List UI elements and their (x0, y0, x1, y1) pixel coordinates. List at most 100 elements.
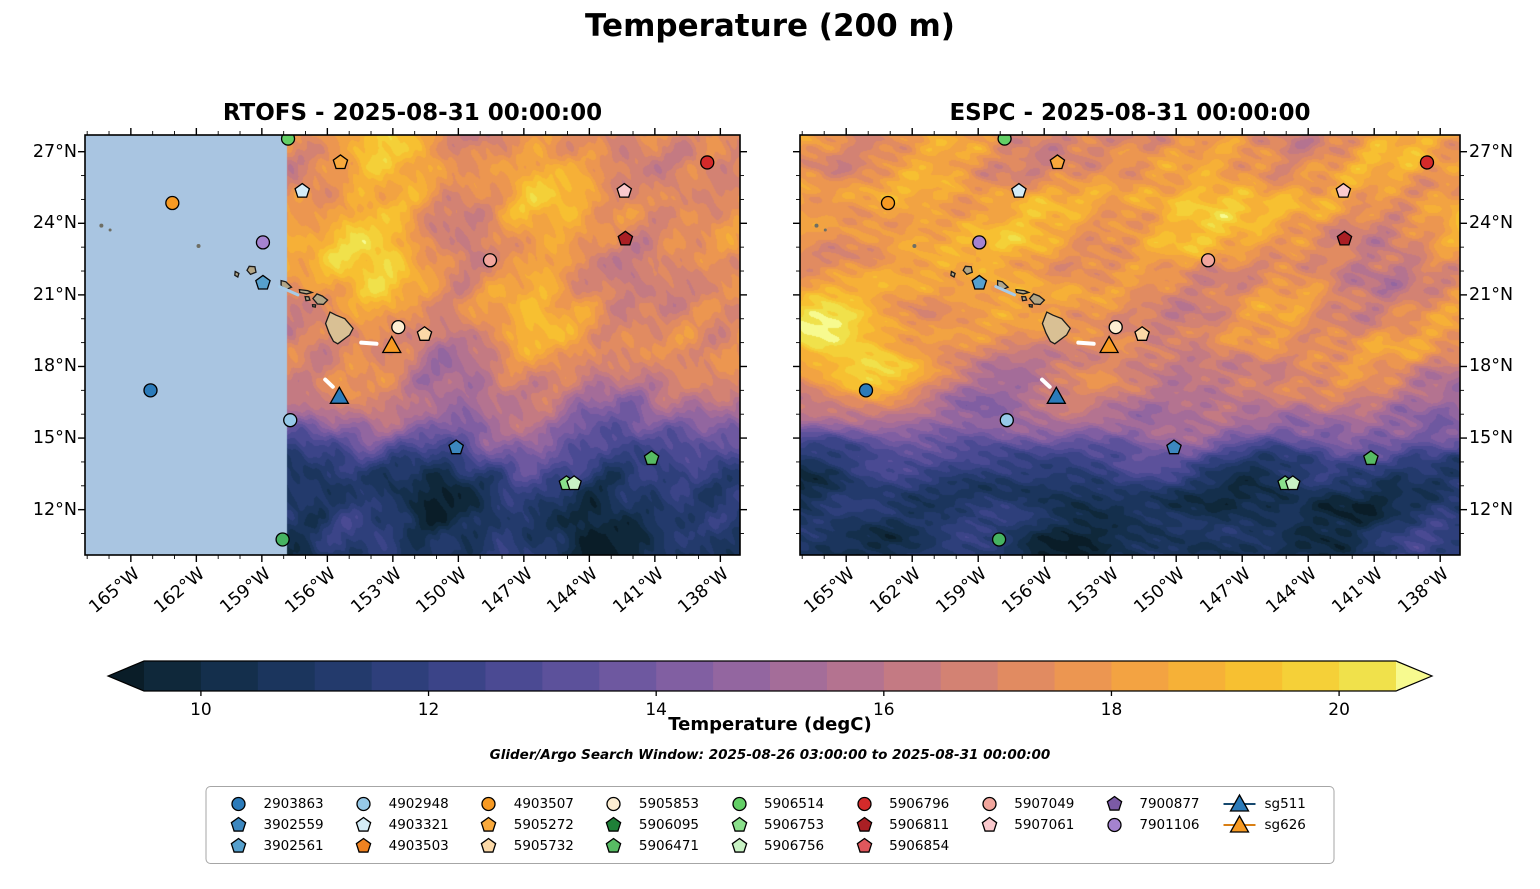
x-tick-label: 153°W (1064, 564, 1124, 618)
legend-entry-5906471: 5906471 (596, 837, 699, 855)
legend-column: 5906796 5906811 5906854 (846, 795, 949, 855)
panel-title-rtofs: RTOFS - 2025-08-31 00:00:00 (222, 100, 603, 126)
pentagon-marker-icon (856, 816, 873, 832)
x-tick-label: 144°W (543, 564, 603, 618)
marker-5906811 (617, 230, 634, 246)
pentagon-marker-icon (856, 837, 873, 853)
y-tick-label: 18°N (32, 356, 77, 377)
legend-label: 5905272 (513, 817, 574, 833)
marker-5907061 (1335, 182, 1352, 198)
legend-label: 7901106 (1139, 817, 1200, 833)
marker-5905732 (416, 325, 433, 341)
legend-label: 5906471 (638, 838, 699, 854)
islet-speck (823, 228, 827, 232)
legend-entry-5906756: 5906756 (721, 837, 824, 855)
axis-ticks (793, 128, 1467, 562)
legend-entry-4903507: 4903507 (471, 795, 574, 813)
circle-marker-icon (856, 796, 872, 812)
islet-speck (814, 223, 819, 228)
colorbar-segment (826, 661, 885, 691)
y-tick-label: 15°N (1469, 428, 1514, 449)
triangle-marker-icon (1223, 793, 1256, 812)
colorbar-tick-label: 14 (645, 700, 667, 720)
legend-entry-5906854: 5906854 (846, 837, 949, 855)
legend-label: 5906514 (764, 796, 825, 812)
marker-4903507 (165, 195, 180, 211)
islet-speck (196, 243, 201, 248)
legend-entry-4903321: 4903321 (346, 816, 449, 834)
colorbar-tick-label: 10 (190, 700, 212, 720)
legend-label: 5907061 (1014, 817, 1075, 833)
pentagon-marker-icon (480, 816, 497, 832)
legend-label: 5906753 (764, 817, 825, 833)
map-overlay-rtofs (78, 128, 747, 562)
colorbar-segment (542, 661, 600, 691)
marker-2903863 (858, 383, 874, 398)
x-tick-label: 138°W (674, 564, 734, 618)
legend-column: 4903507 5905272 5905732 (471, 795, 574, 855)
x-tick-label: 162°W (866, 564, 926, 618)
marker-5906095 (275, 532, 290, 547)
map-overlay-espc (793, 128, 1467, 562)
colorbar-tick-label: 18 (1101, 700, 1123, 720)
marker-sg511 (329, 385, 350, 404)
colorbar-segment (1111, 661, 1170, 691)
glider-tracks (994, 285, 1096, 389)
marker-5907049 (482, 253, 498, 268)
colorbar-segment (314, 661, 373, 691)
island-hawaii-big-island (1041, 311, 1071, 345)
legend-label: 5906756 (764, 838, 825, 854)
legend-entry-5906095: 5906095 (596, 816, 699, 834)
legend-entry-7901106: 7901106 (1096, 816, 1200, 834)
legend-column: 7900877 7901106 (1096, 795, 1200, 855)
legend-entry-5905732: 5905732 (471, 837, 574, 855)
map-panel-rtofs (78, 128, 747, 562)
marker-4903321 (294, 182, 311, 198)
legend-column: sg511 sg626 (1222, 793, 1320, 855)
pentagon-marker-icon (605, 837, 622, 853)
x-tick-label: 159°W (932, 564, 992, 618)
y-tick-label: 21°N (32, 284, 77, 305)
y-tick-label: 18°N (1469, 356, 1514, 377)
y-tick-label: 21°N (1469, 284, 1514, 305)
figure-title: Temperature (200 m) (585, 8, 955, 44)
legend-entry-5906796: 5906796 (846, 795, 949, 813)
x-tick-label: 159°W (216, 564, 275, 618)
legend-column: 5907049 5907061 (971, 795, 1074, 855)
colorbar-segment (428, 661, 487, 691)
x-tick-label: 165°W (85, 564, 144, 618)
legend-entry-2903863: 2903863 (221, 795, 324, 813)
legend-label: 3902559 (263, 817, 324, 833)
marker-5905272 (332, 154, 349, 170)
pentagon-marker-icon (355, 837, 372, 853)
colorbar-segment (770, 661, 828, 691)
pentagon-marker-icon (731, 816, 747, 832)
island-molokai (298, 288, 315, 295)
legend-entry-5905272: 5905272 (471, 816, 574, 834)
y-tick-label: 12°N (32, 499, 77, 520)
marker-3902559 (1166, 439, 1182, 455)
glider-tracks (277, 285, 379, 389)
y-tick-label: 15°N (32, 428, 77, 449)
marker-5905272 (1049, 154, 1066, 170)
colorbar-tick-label: 12 (418, 700, 440, 720)
legend-label: 3902561 (263, 838, 324, 854)
legend-label: 5906095 (638, 817, 699, 833)
marker-5906095 (991, 532, 1007, 547)
colorbar-segment (371, 661, 430, 691)
x-tick-label: 147°W (478, 564, 537, 618)
marker-4903507 (880, 195, 896, 211)
marker-5906514 (280, 135, 296, 146)
circle-marker-icon (731, 796, 747, 812)
island-maui (1028, 293, 1046, 306)
legend-label: 5906811 (889, 817, 950, 833)
marker-4902948 (999, 413, 1014, 428)
colorbar-tick-label: 20 (1328, 700, 1350, 720)
colorbar-segment (200, 661, 259, 691)
island-hawaii-big-island (324, 311, 354, 345)
land-islands (99, 223, 354, 345)
colorbar-under-arrow (108, 661, 144, 691)
x-tick-label: 144°W (1262, 564, 1322, 618)
marker-5906514 (997, 135, 1012, 146)
colorbar-segment (713, 661, 771, 691)
